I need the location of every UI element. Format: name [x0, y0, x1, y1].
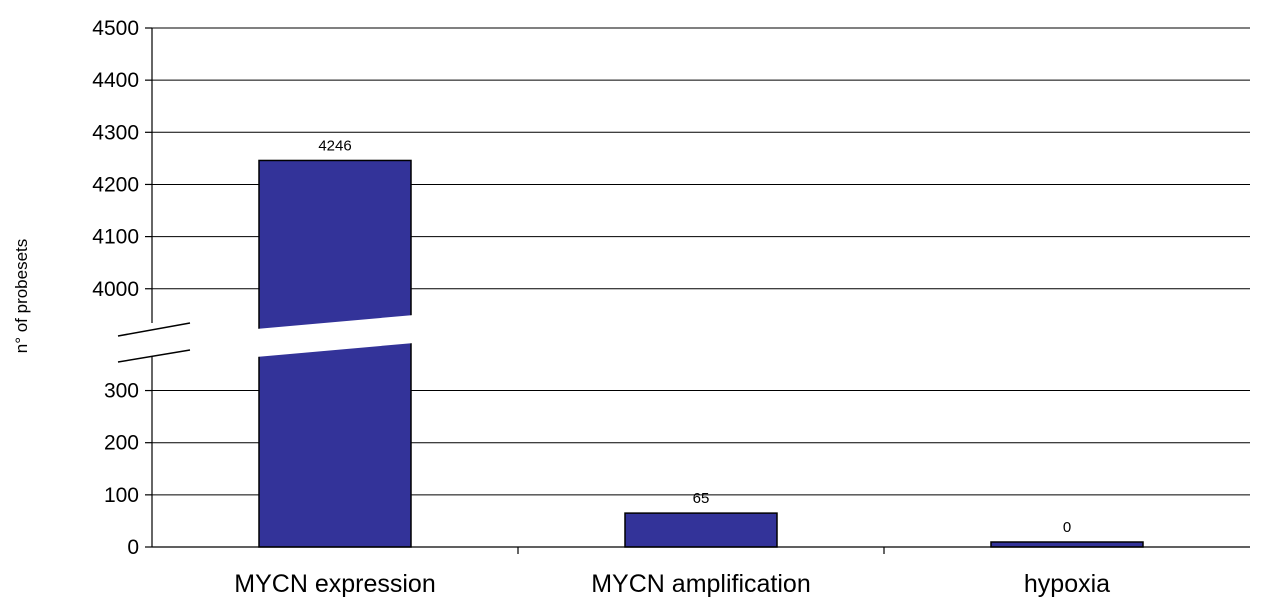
y-tick-label: 4100	[92, 226, 139, 249]
category-label: MYCN expression	[234, 570, 435, 598]
y-tick-label: 4400	[92, 69, 139, 92]
y-tick-label: 4300	[92, 121, 139, 144]
y-tick-label: 0	[127, 536, 139, 559]
bar	[990, 541, 1144, 548]
data-label: 0	[1063, 519, 1071, 536]
data-label: 65	[693, 490, 710, 507]
y-tick-label: 100	[104, 484, 139, 507]
axis-break-mark	[117, 322, 191, 337]
axes	[151, 28, 1250, 548]
y-tick-label: 4200	[92, 173, 139, 196]
y-tick-label: 4000	[92, 278, 139, 301]
y-tick-label: 300	[104, 380, 139, 403]
bars	[258, 159, 1144, 548]
bar-break-gap	[256, 315, 414, 357]
category-label: MYCN amplification	[591, 570, 811, 598]
y-axis-title: n° of probesets	[12, 239, 31, 354]
labels: 0 100 200 300 4000 4100 4200 4300 4400 4500 4246 MY…	[92, 17, 1110, 598]
y-ticks	[145, 27, 885, 554]
y-tick-label: 200	[104, 432, 139, 455]
axis-break-mark	[117, 349, 191, 363]
category-label: hypoxia	[1024, 570, 1110, 598]
y-tick-label: 4500	[92, 17, 139, 40]
bar	[624, 512, 778, 548]
data-label: 4246	[318, 137, 351, 154]
axis-break	[117, 315, 414, 363]
